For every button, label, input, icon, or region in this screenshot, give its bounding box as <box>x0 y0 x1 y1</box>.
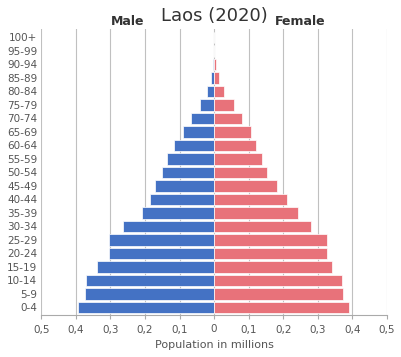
Bar <box>155 180 214 192</box>
Bar <box>214 234 326 246</box>
Bar <box>214 126 251 137</box>
Bar <box>214 248 326 259</box>
X-axis label: Population in millions: Population in millions <box>154 340 273 350</box>
Bar <box>150 193 214 205</box>
Bar <box>214 113 242 124</box>
Bar <box>108 248 214 259</box>
Bar <box>214 261 331 273</box>
Bar <box>213 59 214 70</box>
Bar <box>214 180 276 192</box>
Bar <box>108 234 214 246</box>
Bar <box>214 99 233 111</box>
Bar <box>214 288 342 300</box>
Bar <box>84 288 214 300</box>
Text: Male: Male <box>111 15 144 28</box>
Bar <box>141 207 214 218</box>
Bar <box>214 72 219 84</box>
Bar <box>122 221 214 232</box>
Bar <box>214 59 215 70</box>
Bar <box>77 302 214 313</box>
Bar <box>214 86 224 97</box>
Bar <box>214 153 261 165</box>
Bar <box>199 99 214 111</box>
Bar <box>211 72 214 84</box>
Bar <box>174 140 214 151</box>
Bar <box>190 113 214 124</box>
Title: Laos (2020): Laos (2020) <box>160 7 267 25</box>
Bar <box>214 302 348 313</box>
Bar <box>96 261 214 273</box>
Bar <box>214 275 341 286</box>
Bar <box>86 275 214 286</box>
Bar <box>182 126 214 137</box>
Bar <box>167 153 214 165</box>
Bar <box>214 140 255 151</box>
Bar <box>207 86 214 97</box>
Bar <box>214 221 311 232</box>
Bar <box>214 207 297 218</box>
Text: Female: Female <box>274 15 325 28</box>
Bar <box>214 167 266 178</box>
Bar <box>162 167 214 178</box>
Bar <box>214 193 287 205</box>
